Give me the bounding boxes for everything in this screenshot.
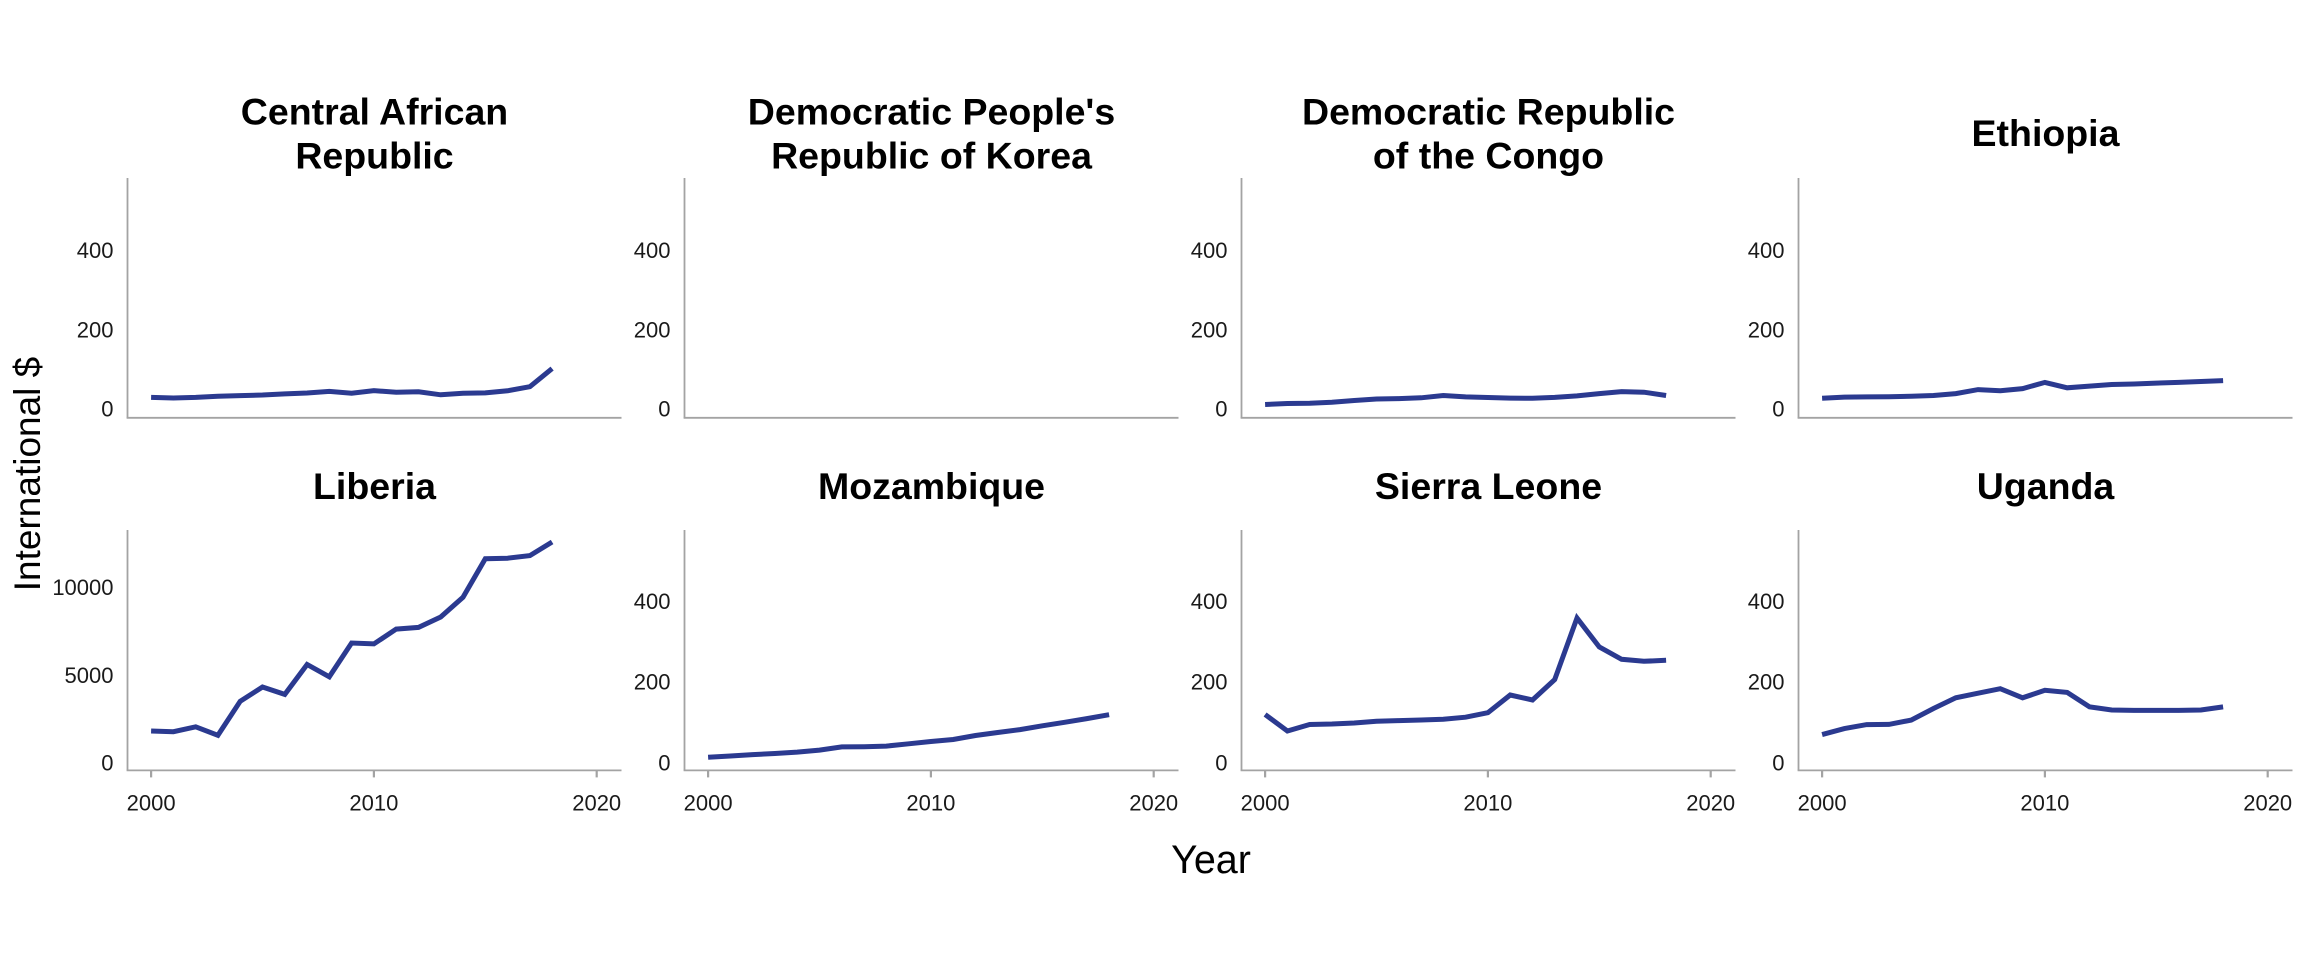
svg-text:International $: International $ (7, 357, 48, 592)
svg-text:0: 0 (1772, 396, 1784, 421)
svg-text:2020: 2020 (2243, 790, 2292, 815)
svg-text:2010: 2010 (2020, 790, 2069, 815)
svg-text:200: 200 (634, 318, 671, 343)
svg-text:Republic: Republic (295, 135, 453, 177)
svg-text:200: 200 (1191, 669, 1228, 694)
svg-text:0: 0 (1215, 396, 1227, 421)
svg-text:400: 400 (77, 238, 114, 263)
svg-text:200: 200 (1191, 318, 1228, 343)
svg-text:200: 200 (1748, 318, 1785, 343)
svg-text:Central African: Central African (241, 91, 508, 133)
svg-text:Liberia: Liberia (313, 465, 437, 507)
svg-text:Ethiopia: Ethiopia (1972, 112, 2121, 154)
svg-text:2000: 2000 (1241, 790, 1290, 815)
svg-text:0: 0 (1772, 750, 1784, 775)
svg-text:200: 200 (1748, 669, 1785, 694)
svg-text:Sierra Leone: Sierra Leone (1375, 465, 1602, 507)
svg-text:400: 400 (1748, 238, 1785, 263)
svg-text:2000: 2000 (1798, 790, 1847, 815)
svg-text:200: 200 (634, 669, 671, 694)
svg-text:0: 0 (101, 396, 113, 421)
svg-text:Democratic People's: Democratic People's (748, 91, 1115, 133)
svg-text:Republic of Korea: Republic of Korea (771, 135, 1093, 177)
svg-text:2020: 2020 (1686, 790, 1735, 815)
svg-text:2010: 2010 (349, 790, 398, 815)
svg-text:2000: 2000 (127, 790, 176, 815)
svg-text:of the Congo: of the Congo (1373, 135, 1604, 177)
svg-text:0: 0 (658, 750, 670, 775)
svg-text:400: 400 (1748, 589, 1785, 614)
svg-text:2010: 2010 (1463, 790, 1512, 815)
svg-text:5000: 5000 (65, 663, 114, 688)
svg-text:2020: 2020 (572, 790, 621, 815)
svg-text:400: 400 (1191, 589, 1228, 614)
svg-text:0: 0 (1215, 750, 1227, 775)
svg-text:2000: 2000 (684, 790, 733, 815)
svg-text:400: 400 (634, 238, 671, 263)
svg-text:400: 400 (634, 589, 671, 614)
svg-text:Mozambique: Mozambique (818, 465, 1045, 507)
svg-text:0: 0 (101, 750, 113, 775)
svg-text:Uganda: Uganda (1977, 465, 2116, 507)
svg-text:200: 200 (77, 318, 114, 343)
svg-text:2010: 2010 (906, 790, 955, 815)
svg-text:0: 0 (658, 396, 670, 421)
svg-text:2020: 2020 (1129, 790, 1178, 815)
svg-text:400: 400 (1191, 238, 1228, 263)
svg-text:Democratic Republic: Democratic Republic (1302, 91, 1675, 133)
svg-text:10000: 10000 (52, 575, 113, 600)
svg-text:Year: Year (1171, 838, 1251, 882)
